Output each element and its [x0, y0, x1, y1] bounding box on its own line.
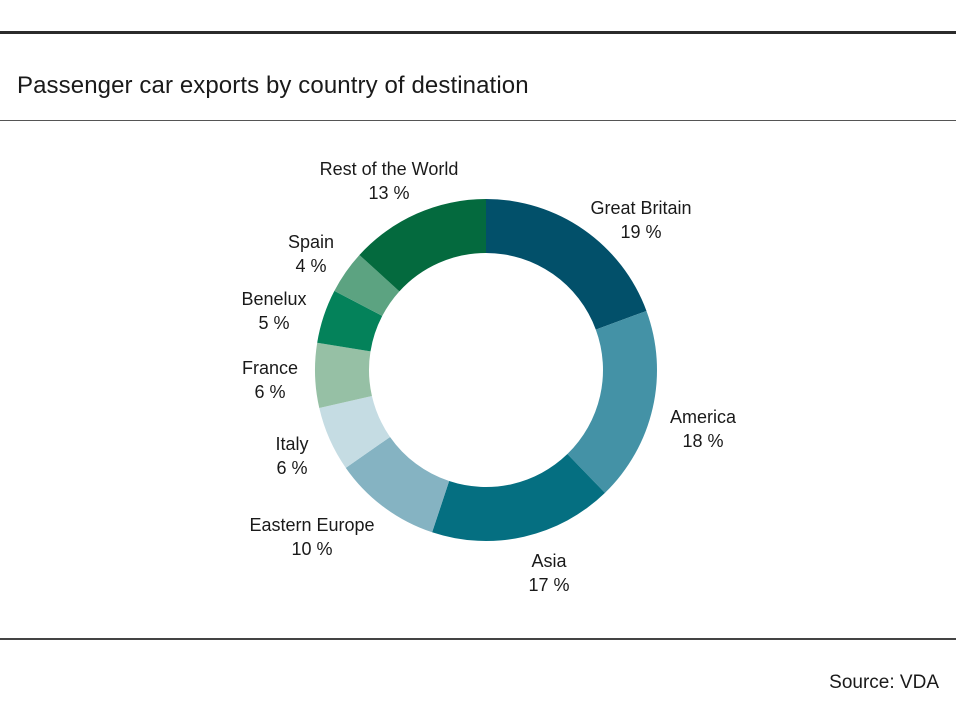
donut-slices: [315, 199, 657, 541]
slice-value-asia: 17 %: [528, 575, 569, 595]
donut-labels: Great Britain 19 % America 18 % Asia 17 % East…: [241, 159, 737, 595]
slice-value-benelux: 5 %: [258, 313, 289, 333]
slice-label-asia: Asia: [531, 551, 567, 571]
slice-benelux: [317, 290, 383, 352]
source-note: Source: VDA: [829, 672, 939, 693]
slice-value-spain: 4 %: [295, 256, 326, 276]
slice-value-italy: 6 %: [276, 458, 307, 478]
slice-asia: [432, 454, 605, 541]
slice-eastern-europe: [345, 436, 450, 533]
slice-label-italy: Italy: [275, 434, 308, 454]
slice-label-france: France: [242, 358, 298, 378]
slice-france: [315, 342, 372, 409]
slice-label-eastern-europe: Eastern Europe: [249, 515, 374, 535]
slice-label-america: America: [670, 407, 737, 427]
slice-value-great-britain: 19 %: [620, 222, 661, 242]
slice-rest-of-the-world: [359, 199, 486, 292]
slice-value-eastern-europe: 10 %: [291, 539, 332, 559]
bottom-rule: [0, 638, 956, 640]
slice-value-america: 18 %: [682, 431, 723, 451]
slice-label-great-britain: Great Britain: [590, 198, 691, 218]
slice-value-france: 6 %: [254, 382, 285, 402]
slice-label-rest-of-the-world: Rest of the World: [320, 159, 459, 179]
slice-label-benelux: Benelux: [241, 289, 306, 309]
slice-spain: [334, 255, 400, 316]
slice-america: [567, 310, 657, 493]
slice-label-spain: Spain: [288, 232, 334, 252]
slice-value-rest-of-the-world: 13 %: [368, 183, 409, 203]
slice-italy: [319, 396, 391, 468]
title-divider: [0, 120, 956, 121]
slice-great-britain: [486, 199, 647, 330]
top-rule: [0, 31, 956, 34]
chart-title: Passenger car exports by country of dest…: [17, 72, 529, 99]
